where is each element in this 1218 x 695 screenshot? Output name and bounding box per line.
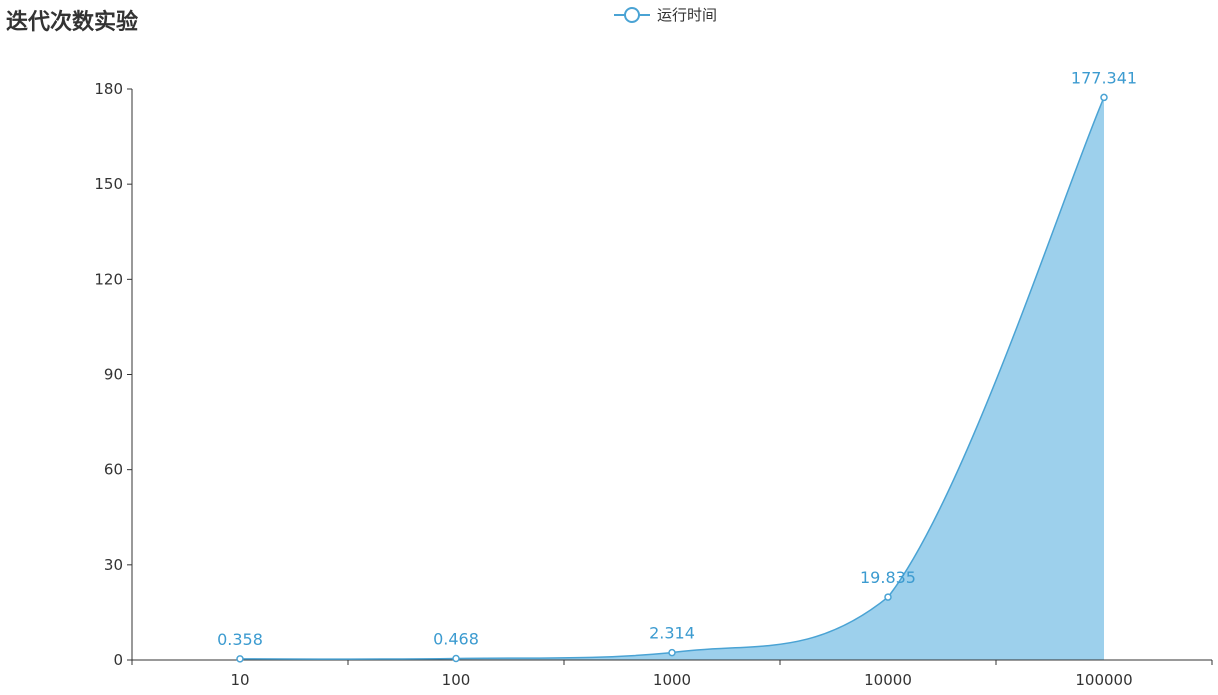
legend-label: 运行时间: [657, 6, 718, 24]
y-tick-label: 90: [104, 366, 123, 384]
data-point: [452, 654, 460, 663]
data-point: [668, 648, 676, 657]
data-label: 177.341: [1071, 68, 1137, 87]
data-point: [1100, 93, 1108, 102]
legend[interactable]: 运行时间: [613, 4, 717, 25]
data-label: 2.314: [649, 624, 695, 643]
series-area: [240, 97, 1104, 660]
data-point: [884, 593, 892, 601]
series-line: [239, 97, 1105, 660]
x-tick-label: 100: [442, 671, 471, 689]
data-label: 0.358: [217, 630, 263, 649]
y-tick-label: 150: [94, 175, 123, 193]
x-tick-label: 10: [230, 671, 249, 689]
y-tick-label: 30: [104, 556, 123, 574]
y-tick-label: 120: [94, 270, 123, 288]
legend-line-marker-icon: [614, 6, 650, 23]
y-tick-label: 60: [104, 461, 123, 479]
data-label: 19.835: [860, 568, 916, 587]
y-tick-label: 0: [113, 651, 123, 669]
x-tick-label: 10000: [864, 671, 912, 689]
chart-title: 迭代次数实验: [6, 10, 139, 35]
data-point: [236, 655, 244, 663]
y-tick-label: 180: [94, 80, 123, 98]
data-label: 0.468: [433, 630, 479, 649]
x-tick-label: 1000: [653, 671, 691, 689]
x-tick-label: 100000: [1075, 671, 1132, 689]
